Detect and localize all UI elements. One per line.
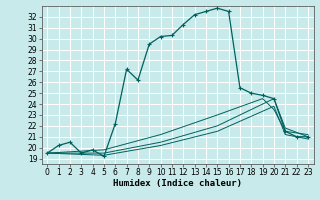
X-axis label: Humidex (Indice chaleur): Humidex (Indice chaleur) xyxy=(113,179,242,188)
